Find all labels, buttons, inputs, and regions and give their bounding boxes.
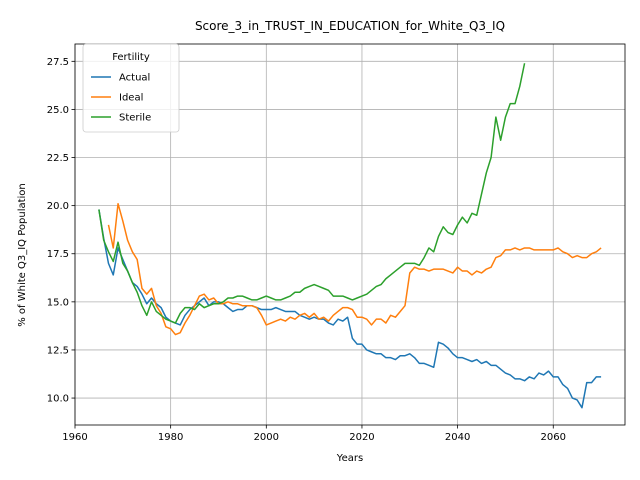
plot-frame	[74, 43, 626, 426]
x-tick-label: 2060	[541, 432, 566, 443]
y-tick-label: 22.5	[47, 153, 69, 164]
y-tick-label: 10.0	[47, 394, 69, 405]
legend-label-sterile: Sterile	[119, 113, 151, 124]
series-lines	[98, 63, 602, 409]
series-line-ideal	[107, 202, 602, 336]
legend-box	[82, 43, 180, 133]
x-tick-label: 1980	[158, 432, 183, 443]
y-axis-label: % of White Q3_IQ Population	[17, 183, 28, 327]
y-tick-label: 25.0	[47, 105, 69, 116]
y-tick-label: 20.0	[47, 201, 69, 212]
legend-label-actual: Actual	[119, 73, 150, 84]
legend-title: Fertility	[112, 52, 150, 63]
legend: Fertility Actual Ideal Sterile	[82, 43, 180, 133]
chart-title: Score_3_in_TRUST_IN_EDUCATION_for_White_…	[195, 19, 505, 33]
x-axis-ticks: 1960 1980 2000 2020 2040 2060	[62, 425, 566, 443]
x-tick-label: 1960	[62, 432, 87, 443]
x-tick-label: 2000	[254, 432, 279, 443]
legend-entries: Actual Ideal Sterile	[91, 73, 151, 124]
legend-label-ideal: Ideal	[119, 93, 143, 104]
series-line-actual	[98, 209, 602, 409]
y-tick-label: 12.5	[47, 345, 69, 356]
x-tick-label: 2040	[445, 432, 470, 443]
y-tick-label: 15.0	[47, 297, 69, 308]
y-tick-label: 17.5	[47, 249, 69, 260]
series-line-sterile	[98, 63, 526, 324]
x-tick-label: 2020	[349, 432, 374, 443]
y-tick-label: 27.5	[47, 57, 69, 68]
y-axis-ticks: 10.0 12.5 15.0 17.5 20.0 22.5 25.0 27.5	[47, 57, 75, 405]
grid	[74, 44, 625, 425]
x-axis-label: Years	[336, 453, 363, 464]
